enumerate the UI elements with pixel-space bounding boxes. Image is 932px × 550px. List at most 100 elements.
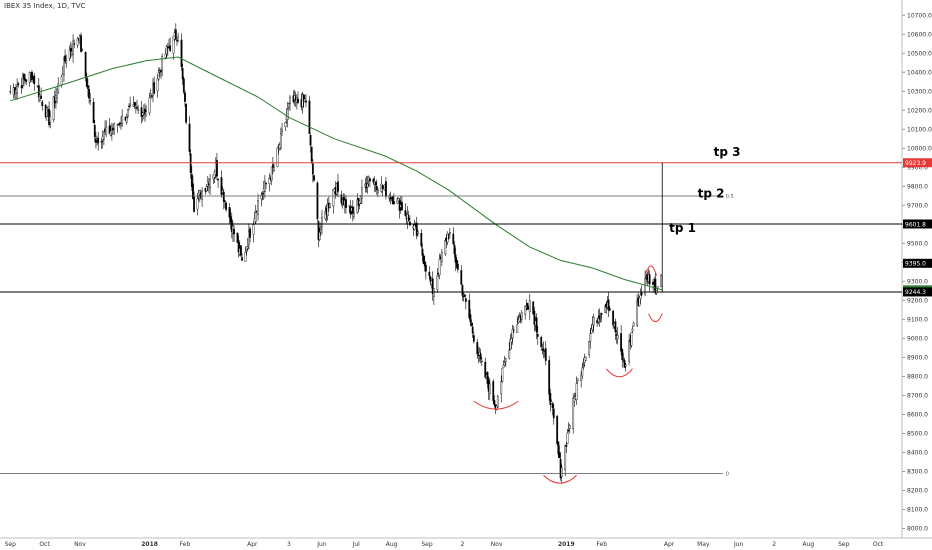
candle-body <box>631 328 634 331</box>
candle-body <box>348 205 351 207</box>
candle-body <box>137 109 140 111</box>
candle-body <box>120 123 122 126</box>
x-tick-label: Sep <box>421 541 433 548</box>
candle-body <box>249 228 251 238</box>
candle-body <box>303 98 306 103</box>
candle-body <box>73 43 76 45</box>
candle-body <box>512 329 515 331</box>
candle-body <box>510 338 513 343</box>
candle-body <box>374 181 377 185</box>
candle-body <box>638 297 641 307</box>
candle-body <box>564 445 567 470</box>
y-tick-label: 8700.0 <box>907 393 928 400</box>
candle-body <box>532 301 535 315</box>
candle-body <box>385 181 387 197</box>
x-tick-label: Feb <box>180 541 191 548</box>
candle-body <box>372 178 375 183</box>
x-tick-label: Apr <box>664 541 675 548</box>
candle-body <box>279 133 282 149</box>
candle-body <box>160 70 162 73</box>
candle-body <box>429 276 432 282</box>
candle-body <box>440 252 443 262</box>
candle-body <box>407 217 410 220</box>
candle-body <box>502 365 505 368</box>
candle-body <box>318 231 321 240</box>
candle-body <box>21 76 24 86</box>
candle-body <box>17 83 20 86</box>
candle-body <box>188 123 191 152</box>
candle-body <box>85 77 88 87</box>
candle-body <box>624 364 627 367</box>
candle-body <box>157 72 160 80</box>
candle-body <box>326 204 329 217</box>
candle-body <box>421 248 424 256</box>
fib-level-label: 0.5 <box>726 194 734 200</box>
candle-body <box>244 252 247 262</box>
candle-body <box>479 353 482 360</box>
candle-body <box>263 181 266 192</box>
candle-body <box>524 305 527 315</box>
price-label-text: 9923.9 <box>905 160 926 167</box>
candle-body <box>503 362 506 366</box>
candle-body <box>416 231 419 235</box>
candle-body <box>576 378 579 381</box>
candle-body <box>252 224 255 235</box>
x-tick-label: 2019 <box>558 541 575 548</box>
x-tick-label: Sep <box>5 541 17 548</box>
candle-body <box>361 187 363 199</box>
candle-body <box>420 233 423 247</box>
candle-body <box>153 82 156 94</box>
candle-body <box>201 191 203 200</box>
candle-body <box>548 360 551 395</box>
x-tick-label: Jul <box>352 541 361 548</box>
candle-body <box>181 68 184 80</box>
pattern-arc <box>605 368 633 378</box>
candle-body <box>492 381 495 401</box>
candle-body <box>446 233 449 243</box>
candle-body <box>401 201 403 211</box>
candle-body <box>133 102 136 106</box>
candle-body <box>301 94 304 107</box>
candle-body <box>273 167 275 171</box>
candle-body <box>540 337 543 348</box>
price-label-text: 9601.8 <box>905 221 926 228</box>
x-tick-label: Aug <box>386 541 398 548</box>
candle-body <box>9 91 12 93</box>
candle-body <box>311 163 314 175</box>
candle-body <box>76 38 79 46</box>
candle-body <box>254 212 257 223</box>
pattern-arc <box>644 265 657 276</box>
candle-body <box>614 321 617 333</box>
y-tick-label: 10400.0 <box>907 69 932 76</box>
candle-body <box>622 359 625 361</box>
y-tick-label: 10000.0 <box>907 145 932 152</box>
y-tick-label: 9100.0 <box>907 317 928 324</box>
candle-body <box>455 260 458 268</box>
candle-body <box>480 361 483 363</box>
candle-body <box>268 177 271 184</box>
candle-body <box>428 271 431 276</box>
candle-body <box>125 116 128 123</box>
candle-body <box>174 29 177 40</box>
candle-body <box>28 71 31 83</box>
candle-body <box>632 322 635 327</box>
target-annotation: tp 3 <box>714 145 741 159</box>
candle-body <box>126 109 129 117</box>
candle-body <box>89 100 92 102</box>
candle-body <box>366 183 369 188</box>
y-tick-label: 9200.0 <box>907 298 928 305</box>
candle-body <box>652 281 654 285</box>
candle-body <box>60 76 63 85</box>
candle-body <box>49 116 52 123</box>
candle-body <box>270 166 273 181</box>
candle-body <box>468 300 471 318</box>
price-label-bg <box>903 158 932 168</box>
candle-body <box>628 340 631 362</box>
y-tick-label: 8200.0 <box>907 488 928 495</box>
x-tick-label: 2 <box>461 541 465 548</box>
candle-body <box>508 349 511 359</box>
x-tick-label: 2 <box>772 541 776 548</box>
candle-body <box>230 219 233 232</box>
candle-body <box>329 203 331 208</box>
